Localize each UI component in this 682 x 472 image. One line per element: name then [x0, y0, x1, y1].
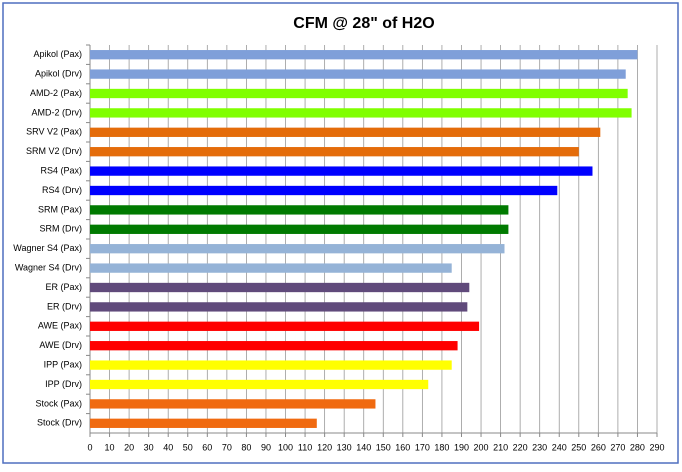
bar: [90, 244, 505, 254]
x-tick-label: 70: [222, 442, 232, 452]
y-tick-label: ER (Pax): [45, 282, 82, 292]
bar: [90, 147, 579, 157]
x-tick-label: 270: [610, 442, 625, 452]
y-tick-label: AWE (Pax): [38, 321, 82, 331]
bar: [90, 399, 376, 409]
x-tick-label: 90: [261, 442, 271, 452]
x-tick-label: 120: [317, 442, 332, 452]
x-tick-label: 290: [649, 442, 664, 452]
bar: [90, 127, 601, 137]
y-tick-label: Apikol (Pax): [33, 49, 82, 59]
y-tick-label: Apikol (Drv): [35, 68, 82, 78]
x-tick-label: 80: [241, 442, 251, 452]
bar: [90, 205, 509, 215]
bar: [90, 50, 638, 60]
bar: [90, 166, 593, 176]
y-tick-label: ER (Drv): [47, 301, 82, 311]
x-tick-label: 10: [105, 442, 115, 452]
y-tick-label: AMD-2 (Drv): [32, 107, 83, 117]
x-tick-label: 60: [202, 442, 212, 452]
x-tick-label: 240: [552, 442, 567, 452]
x-tick-label: 230: [532, 442, 547, 452]
x-tick-label: 100: [278, 442, 293, 452]
x-tick-label: 150: [376, 442, 391, 452]
bar: [90, 108, 632, 118]
x-tick-label: 260: [591, 442, 606, 452]
y-tick-label: Stock (Pax): [35, 398, 82, 408]
x-tick-label: 250: [571, 442, 586, 452]
bar: [90, 321, 480, 331]
bar: [90, 341, 458, 351]
bar: [90, 69, 626, 79]
y-tick-label: RS4 (Pax): [40, 165, 82, 175]
y-tick-label: SRM V2 (Drv): [26, 146, 82, 156]
x-tick-label: 200: [474, 442, 489, 452]
x-tick-label: 50: [183, 442, 193, 452]
x-tick-label: 40: [163, 442, 173, 452]
x-tick-label: 210: [493, 442, 508, 452]
x-tick-label: 160: [395, 442, 410, 452]
chart-title: CFM @ 28" of H2O: [293, 15, 434, 32]
x-tick-label: 190: [454, 442, 469, 452]
y-tick-label: AMD-2 (Pax): [30, 88, 82, 98]
y-tick-label: Wagner S4 (Drv): [15, 262, 82, 272]
y-tick-label: SRV V2 (Pax): [26, 127, 82, 137]
y-tick-label: SRM (Drv): [40, 224, 83, 234]
x-tick-label: 110: [298, 442, 312, 452]
bar: [90, 360, 452, 370]
x-tick-label: 30: [144, 442, 154, 452]
x-tick-label: 180: [434, 442, 449, 452]
x-tick-label: 170: [415, 442, 430, 452]
bar: [90, 418, 317, 428]
bar: [90, 302, 468, 312]
x-tick-label: 20: [124, 442, 134, 452]
x-tick-label: 0: [87, 442, 92, 452]
x-tick-label: 280: [630, 442, 645, 452]
bar: [90, 263, 452, 273]
x-tick-label: 220: [513, 442, 528, 452]
y-tick-label: IPP (Pax): [44, 359, 82, 369]
bar: [90, 224, 509, 234]
bar: [90, 88, 628, 99]
bar: [90, 282, 470, 293]
y-tick-label: IPP (Drv): [45, 379, 82, 389]
x-tick-label: 140: [356, 442, 371, 452]
y-tick-label: Wagner S4 (Pax): [13, 243, 82, 253]
y-tick-label: RS4 (Drv): [42, 185, 82, 195]
y-tick-label: SRM (Pax): [38, 204, 82, 214]
y-tick-label: AWE (Drv): [39, 340, 82, 350]
bar: [90, 185, 558, 196]
bar: [90, 379, 429, 390]
x-tick-label: 130: [337, 442, 352, 452]
y-tick-label: Stock (Drv): [37, 418, 82, 428]
